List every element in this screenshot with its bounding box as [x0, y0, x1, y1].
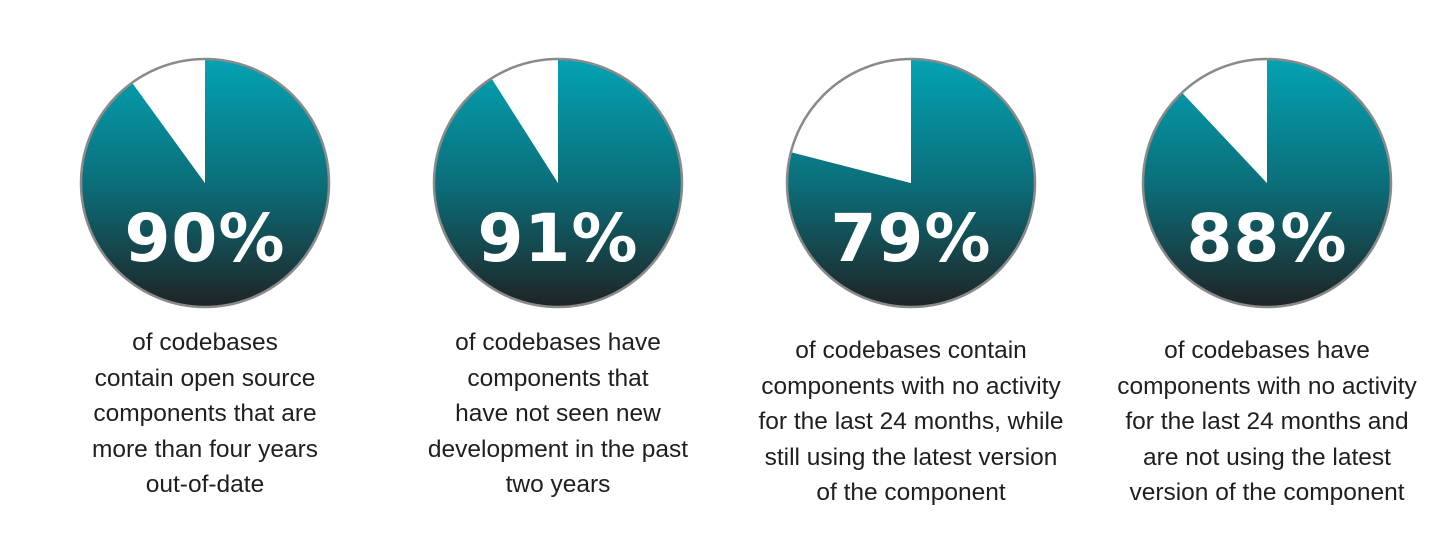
stat-caption: of codebases have components that have n… [378, 325, 738, 503]
caption-line: more than four years [91, 435, 319, 463]
caption-line: two years [505, 471, 611, 498]
caption-line: of codebases [132, 329, 278, 356]
pie-chart-2: 91% [432, 57, 684, 309]
pie-chart-1: 90% [79, 57, 331, 309]
caption-line: components that [467, 364, 649, 392]
pie-slice-remainder [790, 59, 911, 183]
caption-line: development in the past [427, 435, 689, 463]
pie-slice-main [80, 59, 329, 307]
pie-slice-remainder [491, 59, 558, 183]
caption-line: of codebases have [1164, 337, 1370, 364]
stat-block-1: 90% of codebases contain open source com… [25, 0, 385, 539]
percentage-value: 79% [831, 200, 992, 277]
stat-caption: of codebases have components with no act… [1087, 333, 1447, 511]
stat-block-3: 79% of codebases contain components with… [731, 0, 1091, 539]
pie-slice-main [433, 59, 682, 307]
caption-line: have not seen new [455, 400, 661, 427]
caption-line: for the last 24 months and [1125, 408, 1409, 435]
caption-line: components with no activity [761, 372, 1061, 400]
stat-block-2: 91% of codebases have components that ha… [378, 0, 738, 539]
caption-line: of codebases contain [795, 337, 1027, 364]
pie-slice-remainder [1182, 59, 1267, 183]
percentage-value: 91% [478, 200, 639, 277]
pie-outline [79, 57, 331, 309]
pie-outline [785, 57, 1037, 309]
caption-line: out-of-date [145, 471, 265, 498]
caption-line: of codebases have [455, 329, 661, 356]
pie-slice-main [1143, 58, 1392, 308]
caption-line: components that are [93, 400, 317, 427]
caption-line: still using the latest version [764, 443, 1058, 471]
pie-outline [1141, 57, 1393, 309]
pie-outline [432, 57, 684, 309]
pie-slice-remainder [132, 59, 205, 183]
caption-line: of the component [816, 479, 1006, 506]
pie-slice-main [787, 59, 1036, 308]
percentage-value: 90% [125, 200, 286, 277]
percentage-value: 88% [1187, 200, 1348, 277]
caption-line: contain open source [94, 364, 316, 392]
stat-block-4: 88% of codebases have components with no… [1087, 0, 1447, 539]
caption-line: for the last 24 months, while [758, 408, 1064, 435]
pie-chart-4: 88% [1141, 57, 1393, 309]
stat-caption: of codebases contain open source compone… [25, 325, 385, 503]
caption-line: version of the component [1129, 479, 1405, 506]
pie-chart-3: 79% [785, 57, 1037, 309]
caption-line: components with no activity [1117, 372, 1417, 400]
caption-line: are not using the latest [1143, 443, 1391, 471]
stat-caption: of codebases contain components with no … [731, 333, 1091, 511]
